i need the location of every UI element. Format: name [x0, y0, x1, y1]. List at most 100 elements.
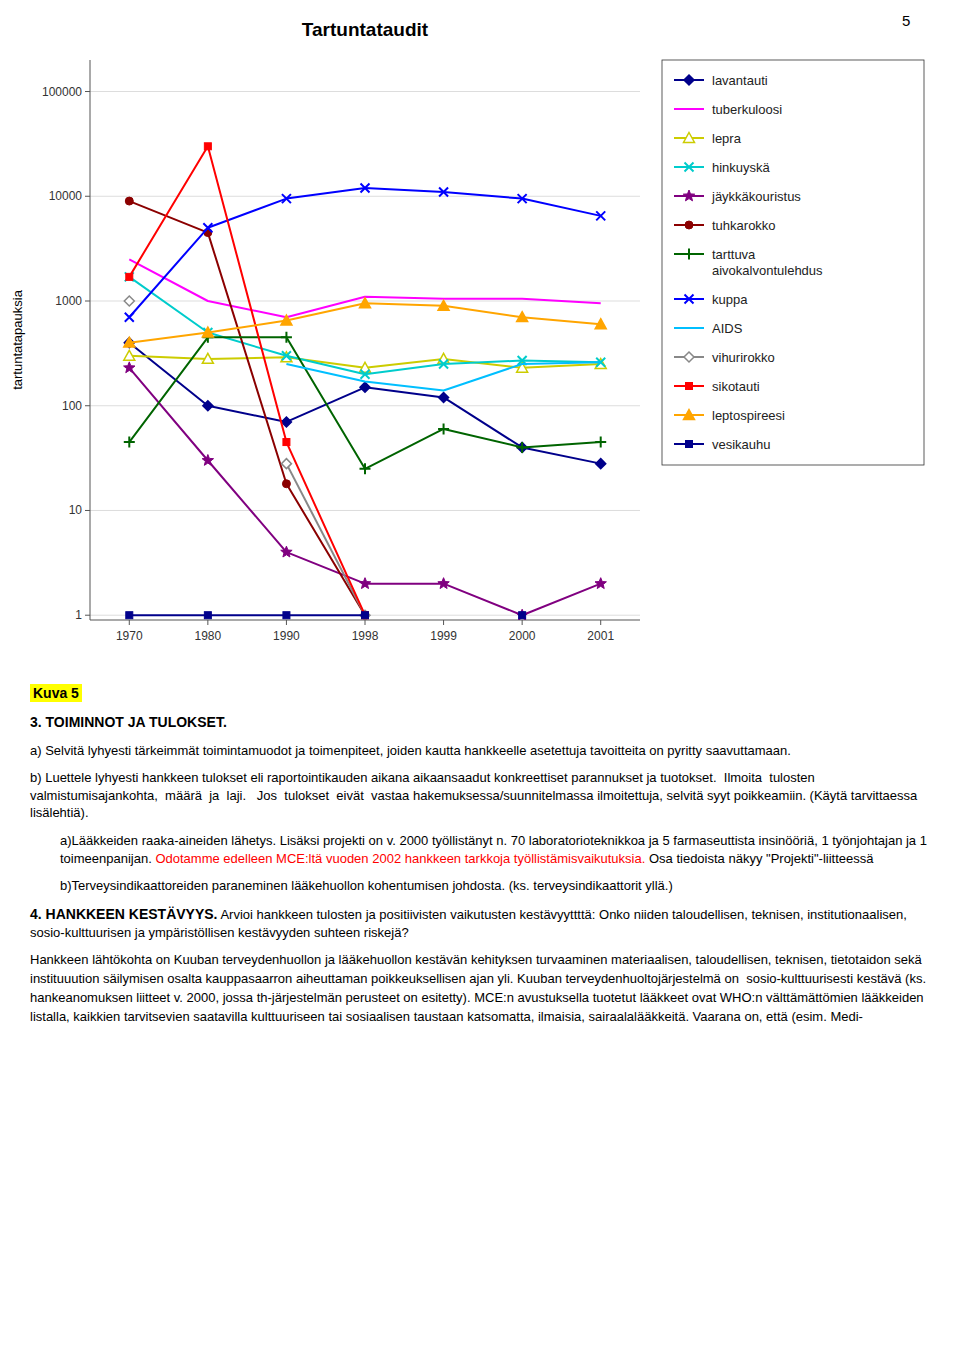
legend-label: vesikauhu: [712, 437, 771, 452]
y-tick-label: 100000: [42, 85, 82, 99]
point-marker: [281, 546, 292, 557]
legend-label-line: aivokalvontulehdus: [712, 263, 823, 278]
point-marker: [282, 480, 290, 488]
legend-label: leptospireesi: [712, 408, 785, 423]
series-line: [129, 188, 600, 317]
x-tick: [129, 620, 130, 625]
text-section: Kuva 53. TOIMINNOT JA TULOKSET.a) Selvit…: [0, 684, 960, 1026]
legend-label: hinkuyskä: [712, 160, 771, 175]
point-marker: [282, 194, 291, 203]
legend-label-line: AIDS: [712, 321, 743, 336]
legend-label: lavantauti: [712, 73, 768, 88]
point-marker: [281, 315, 292, 325]
y-axis-line: [90, 60, 91, 620]
series-line: [129, 277, 600, 374]
point-marker: [202, 455, 213, 466]
legend-marker: [684, 133, 695, 143]
legend-label: kuppa: [712, 292, 748, 307]
point-marker: [126, 612, 133, 619]
point-marker: [516, 609, 527, 620]
point-marker: [438, 353, 449, 363]
point-marker: [359, 578, 370, 589]
legend-label-line: leptospireesi: [712, 408, 785, 423]
point-marker: [517, 442, 527, 452]
x-tick-label: 1970: [116, 629, 143, 643]
section-title: 3. TOIMINNOT JA TULOKSET.: [30, 713, 930, 732]
point-marker: [438, 423, 449, 434]
point-marker: [360, 463, 371, 474]
point-marker: [203, 223, 212, 232]
series: [125, 183, 605, 321]
point-marker: [362, 612, 369, 619]
grid-line: [90, 91, 640, 92]
x-tick-label: 2001: [587, 629, 614, 643]
series: [129, 259, 600, 317]
y-tick: [85, 301, 90, 302]
point-marker: [124, 296, 134, 306]
legend-item: vesikauhu: [674, 437, 771, 452]
answer: b)Terveysindikaattoreiden paraneminen lä…: [30, 877, 930, 895]
legend-item: sikotauti: [674, 379, 760, 394]
legend-frame: [662, 60, 924, 465]
y-tick: [85, 196, 90, 197]
legend-label-line: sikotauti: [712, 379, 760, 394]
point-marker: [361, 183, 370, 192]
point-marker: [518, 194, 527, 203]
series: [125, 197, 369, 619]
series-line: [286, 464, 365, 616]
x-tick: [443, 620, 444, 625]
point-marker: [439, 187, 448, 196]
point-marker: [125, 197, 133, 205]
series-line: [286, 362, 600, 390]
legend-label-line: tuberkuloosi: [712, 102, 782, 117]
x-tick-label: 1990: [273, 629, 300, 643]
legend-label-line: lavantauti: [712, 73, 768, 88]
point-marker: [596, 459, 606, 469]
legend-label-line: lepra: [712, 131, 742, 146]
point-marker: [281, 459, 291, 469]
legend-item: kuppa: [674, 292, 748, 307]
point-marker: [519, 612, 526, 619]
point-marker: [596, 211, 605, 220]
point-marker: [283, 439, 290, 446]
legend-marker: [684, 249, 695, 260]
answer: a)Lääkkeiden raaka-aineiden lähetys. Lis…: [30, 832, 930, 867]
point-marker: [360, 298, 371, 308]
question: a) Selvitä lyhyesti tärkeimmät toimintam…: [30, 742, 930, 760]
series: [124, 338, 605, 469]
legend-label-line: kuppa: [712, 292, 748, 307]
legend-label-line: vihurirokko: [712, 350, 775, 365]
question: b) Luettele lyhyesti hankkeen tulokset e…: [30, 769, 930, 822]
legend-marker: [686, 383, 693, 390]
series-line: [129, 146, 365, 615]
legend-label: vihurirokko: [712, 350, 775, 365]
legend-marker: [685, 221, 693, 229]
legend-item: tarttuvaaivokalvontulehdus: [674, 247, 823, 278]
legend-item: lavantauti: [674, 73, 768, 88]
series: [124, 298, 606, 347]
legend-marker: [685, 163, 694, 172]
legend-marker: [684, 75, 694, 85]
legend-swatch: [674, 108, 704, 110]
point-marker: [204, 143, 211, 150]
legend-item: lepra: [674, 131, 742, 146]
point-marker: [282, 351, 291, 360]
point-marker: [517, 312, 528, 322]
chart-holder: Tartuntataudittartuntatapauksia110100100…: [0, 0, 960, 684]
legend-label-line: jäykkäkouristus: [711, 189, 801, 204]
legend-label: sikotauti: [712, 379, 760, 394]
point-marker: [595, 319, 606, 329]
point-marker: [595, 437, 606, 448]
page-number: 5: [902, 12, 910, 29]
point-marker: [203, 401, 213, 411]
x-tick: [365, 620, 366, 625]
legend-marker: [685, 295, 694, 304]
point-marker: [124, 362, 135, 373]
y-tick-label: 1: [75, 608, 82, 622]
series: [286, 362, 600, 390]
chart-title: Tartuntataudit: [302, 19, 429, 40]
legend-label-line: hinkuyskä: [712, 160, 771, 175]
x-tick: [522, 620, 523, 625]
point-marker: [362, 612, 369, 619]
x-tick: [600, 620, 601, 625]
